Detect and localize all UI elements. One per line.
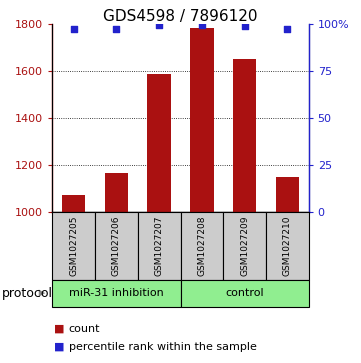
Text: GSM1027208: GSM1027208 [197,216,206,276]
Point [242,24,247,29]
Text: ■: ■ [54,342,65,352]
Text: control: control [225,288,264,298]
Text: GDS4598 / 7896120: GDS4598 / 7896120 [103,9,258,24]
Text: GSM1027205: GSM1027205 [69,216,78,276]
Bar [105,174,128,212]
Point [71,26,77,32]
Point [156,23,162,28]
Point [284,26,290,32]
Bar [190,28,214,212]
Bar [147,74,171,212]
Text: percentile rank within the sample: percentile rank within the sample [69,342,256,352]
Text: GSM1027209: GSM1027209 [240,216,249,276]
Text: GSM1027206: GSM1027206 [112,216,121,276]
Text: GSM1027210: GSM1027210 [283,216,292,276]
Bar [233,59,256,212]
Bar [62,195,86,212]
Text: miR-31 inhibition: miR-31 inhibition [69,288,164,298]
Text: GSM1027207: GSM1027207 [155,216,164,276]
Text: count: count [69,323,100,334]
Point [113,26,119,32]
Bar [275,177,299,212]
Point [199,22,205,28]
Text: ■: ■ [54,323,65,334]
Text: protocol: protocol [2,287,53,299]
